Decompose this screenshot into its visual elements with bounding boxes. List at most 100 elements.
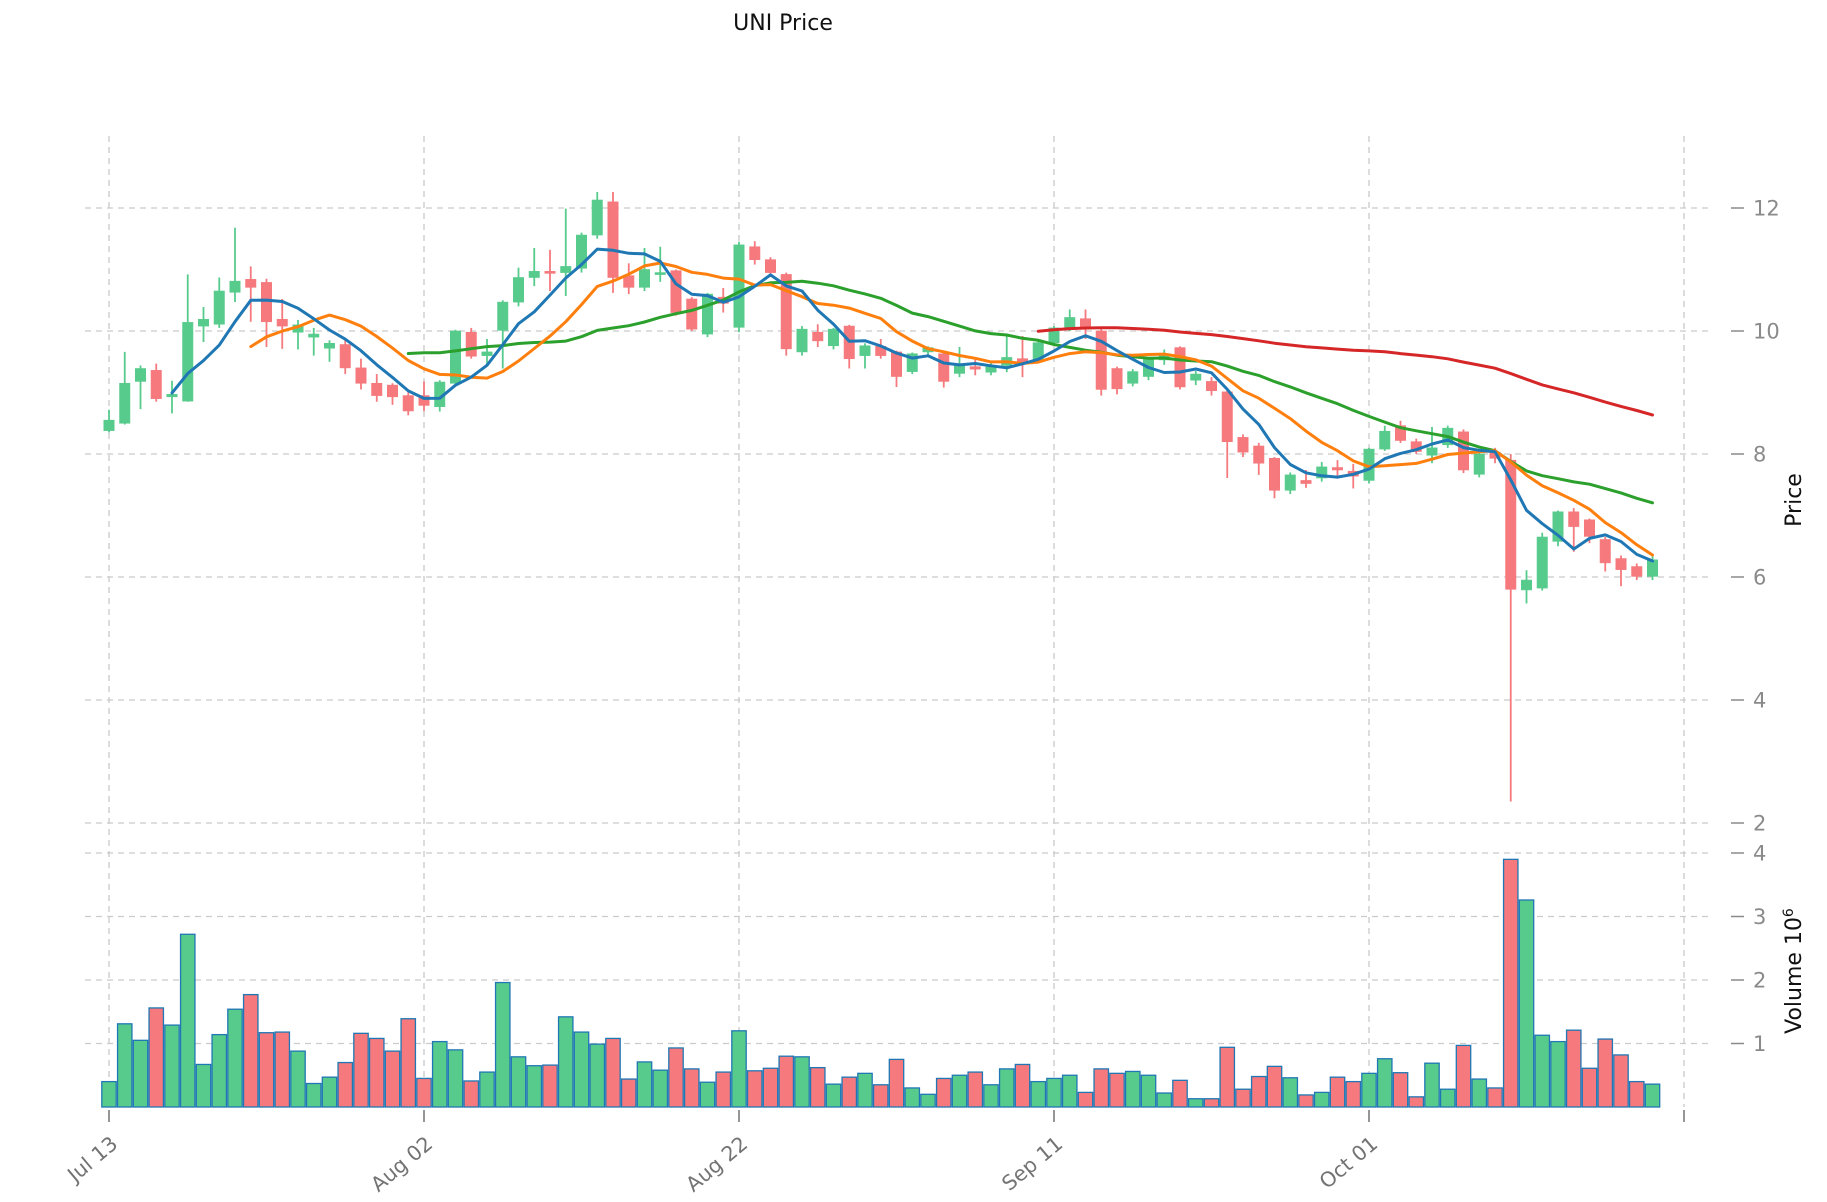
candle-body [449, 330, 461, 384]
candle-body [796, 328, 808, 353]
candle-body [1426, 447, 1438, 456]
volume-bar [1565, 1029, 1582, 1108]
volume-bar [715, 1071, 732, 1108]
candle-body [938, 353, 950, 382]
candle-body [371, 382, 383, 396]
candle-body [1174, 347, 1186, 388]
candle-body [654, 272, 666, 275]
candle-body [859, 345, 871, 356]
volume-bar [589, 1043, 606, 1108]
volume-bar [841, 1076, 858, 1108]
candle-body [1190, 373, 1202, 381]
ma60-line [1036, 326, 1654, 417]
chart-title: UNI Price [733, 11, 833, 36]
volume-bar [1487, 1087, 1503, 1108]
volume-bar [1392, 1072, 1409, 1108]
volume-bar [116, 1023, 133, 1108]
candle-body [1599, 539, 1611, 564]
candle-body [355, 367, 367, 384]
volume-bars [101, 858, 1661, 1108]
volume-bar [1219, 1046, 1236, 1108]
volume-bar [1282, 1077, 1299, 1108]
volume-bar [1156, 1092, 1173, 1108]
date-tick-label: Aug 02 [366, 1131, 437, 1196]
volume-bar [227, 1008, 243, 1108]
candle-body [465, 331, 477, 357]
volume-bar [967, 1071, 984, 1108]
candle-body [1332, 467, 1344, 471]
candle-body [1237, 437, 1249, 453]
volume-bar [1235, 1088, 1251, 1108]
volume-bar [211, 1033, 228, 1108]
volume-bar [1203, 1098, 1220, 1108]
candle-body [1269, 458, 1281, 491]
volume-tick-label: 3 [1753, 905, 1766, 929]
price-axis: 2 4 6 8 10 12 Price [1731, 197, 1807, 836]
candle-body [1615, 558, 1627, 570]
volume-bar [1061, 1074, 1078, 1108]
volume-bar [305, 1082, 322, 1108]
volume-tick-label: 2 [1753, 969, 1766, 993]
x-axis: Jul 13 Aug 02 Aug 22 Sep 11 Oct 01 [61, 1110, 1685, 1197]
candle-body [1584, 519, 1596, 537]
price-tick-label: 4 [1753, 689, 1766, 713]
date-tick-label: Oct 01 [1315, 1131, 1383, 1193]
candle-body [339, 344, 351, 369]
candle-body [733, 244, 745, 328]
volume-bar [557, 1016, 574, 1108]
candle-body [198, 319, 210, 327]
volume-bar [132, 1039, 149, 1108]
candle-body [512, 277, 524, 303]
ma-60 [1036, 326, 1654, 417]
volume-bar [951, 1074, 968, 1108]
volume-bar [668, 1047, 684, 1108]
candle-body [1458, 431, 1470, 471]
candle-body [1473, 453, 1485, 475]
candle-body [827, 328, 839, 347]
candle-body [150, 370, 162, 399]
ma20-line [406, 279, 1654, 505]
volume-tick-label: 1 [1753, 1032, 1766, 1056]
volume-bar [825, 1083, 842, 1108]
volume-bar [290, 1050, 306, 1108]
volume-bar [274, 1031, 291, 1108]
candle-body [1395, 425, 1407, 441]
volume-bar [809, 1066, 826, 1108]
candle-body [276, 319, 288, 327]
volume-bar [1093, 1068, 1110, 1108]
candle-body [686, 298, 698, 330]
candle-body [402, 395, 414, 412]
volume-bar [920, 1093, 936, 1108]
volume-bar [1628, 1080, 1645, 1108]
volume-bar [1581, 1067, 1598, 1108]
candle-body [1016, 358, 1028, 363]
candle-wicks [108, 192, 1654, 802]
candle-body [308, 333, 320, 338]
volume-bar [888, 1058, 905, 1108]
volume-bar [573, 1031, 590, 1108]
volume-axis-label: Volume 106 [1781, 908, 1807, 1034]
price-tick-label: 12 [1753, 197, 1780, 221]
ma10-line [249, 261, 1654, 557]
volume-bar [195, 1063, 212, 1108]
candle-body [1316, 466, 1328, 479]
candle-body [591, 199, 603, 236]
volume-bar [447, 1049, 464, 1108]
candle-body [780, 274, 792, 350]
title-group: UNI Price [733, 11, 833, 36]
volume-bar [1140, 1074, 1157, 1108]
candle-body [418, 395, 430, 406]
volume-bar [794, 1056, 810, 1108]
volume-bar [1250, 1075, 1267, 1108]
candle-body [749, 246, 761, 260]
candle-body [1221, 391, 1233, 443]
volume-bar [983, 1084, 999, 1108]
volume-bar [605, 1037, 621, 1108]
candle-body [481, 351, 493, 356]
volume-bar [1408, 1096, 1425, 1108]
volume-bar [179, 933, 196, 1108]
candle-body [1379, 430, 1391, 450]
candle-body [1111, 368, 1123, 390]
